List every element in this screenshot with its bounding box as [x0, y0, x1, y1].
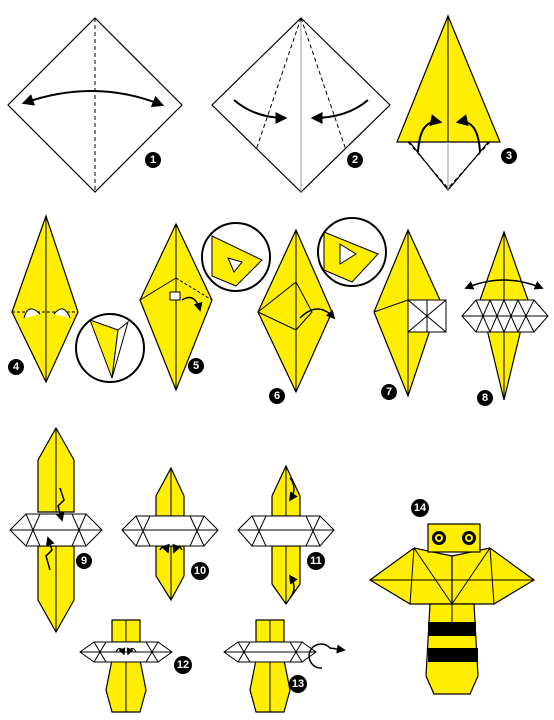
bee-stripe-2 [428, 648, 478, 662]
step-6-badge: 6 [269, 388, 285, 404]
fold-arrow-right [455, 114, 481, 153]
fold-arrow [299, 308, 336, 320]
step-7-badge: 7 [381, 384, 397, 400]
turn-over-arrow [308, 643, 346, 669]
step-8-label: 8 [482, 392, 488, 404]
step-9-diagram [9, 426, 103, 634]
step-1-diagram [7, 17, 183, 193]
step-3-badge: 3 [501, 148, 517, 164]
fold-arrow [21, 90, 165, 107]
step-12-label: 12 [177, 659, 189, 671]
step-5-badge: 5 [188, 358, 204, 374]
fold-arrow-bottom [289, 574, 298, 599]
step-14-badge: 14 [411, 499, 429, 517]
step-11-badge: 11 [307, 552, 325, 570]
fold-arrow [181, 296, 203, 312]
step-9-badge: 9 [76, 553, 92, 569]
fold-arrow-down [55, 487, 65, 522]
step-2-diagram [211, 17, 391, 193]
step-7-diagram [373, 228, 447, 398]
step-11-diagram [237, 464, 335, 606]
fold-arrow-left [417, 114, 443, 153]
step-12-diagram [79, 619, 173, 713]
step-7-label: 7 [386, 386, 392, 398]
step-13-badge: 13 [289, 675, 307, 693]
step-4-label: 4 [13, 361, 20, 373]
fold-arrow-right [310, 99, 369, 124]
step-3-label: 3 [506, 150, 512, 162]
fold-arrow-top [289, 477, 298, 502]
step-5-diagram [139, 222, 271, 392]
step-11-label: 11 [310, 555, 322, 567]
step-3-diagram [396, 14, 501, 191]
step-5-label: 5 [193, 360, 199, 372]
step-2-badge: 2 [347, 152, 363, 168]
step-13-diagram [223, 619, 346, 713]
step-1-badge: 1 [145, 152, 161, 168]
rotate-arrow [464, 279, 544, 290]
step-1-label: 1 [150, 154, 156, 166]
step-14-label: 14 [414, 502, 427, 514]
step-10-badge: 10 [191, 562, 209, 580]
step-2-label: 2 [352, 154, 358, 166]
step-4-badge: 4 [8, 359, 24, 375]
step-13-label: 13 [292, 678, 304, 690]
step-12-badge: 12 [174, 656, 192, 674]
step-9-label: 9 [81, 555, 87, 567]
bee-stripe-1 [428, 622, 476, 636]
step-8-diagram [461, 230, 549, 401]
step-8-badge: 8 [477, 390, 493, 406]
fold-arrow-up [45, 536, 55, 571]
step-4-diagram [11, 214, 145, 384]
finished-bee [368, 523, 536, 695]
step-10-diagram [121, 466, 219, 602]
step-10-label: 10 [194, 565, 206, 577]
fold-arrow-left [233, 99, 288, 124]
step-6-label: 6 [274, 390, 280, 402]
step-6-diagram [257, 217, 387, 394]
